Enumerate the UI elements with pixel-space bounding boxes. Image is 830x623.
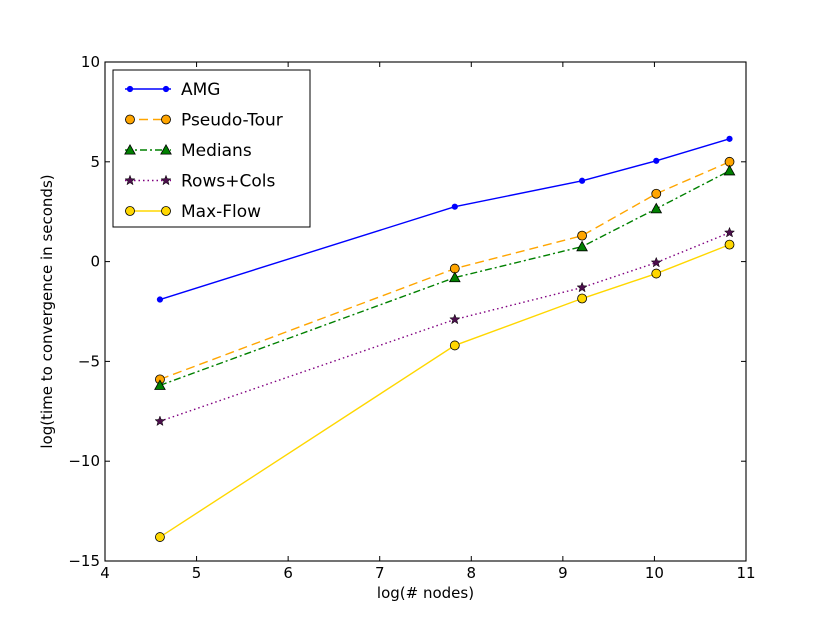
x-tick-label: 7 xyxy=(375,564,385,582)
legend-label-max-flow: Max-Flow xyxy=(181,202,261,222)
y-tick-label: −5 xyxy=(78,352,100,370)
x-tick-label: 10 xyxy=(645,564,664,582)
data-point-amg xyxy=(451,203,458,210)
data-point-amg xyxy=(726,135,733,142)
legend: AMG Pseudo-Tour Medians Rows+Cols Max-Flow xyxy=(112,69,311,228)
x-tick-label: 6 xyxy=(283,564,293,582)
legend-label-pseudo-tour: Pseudo-Tour xyxy=(181,111,283,131)
data-point-pseudo-tour xyxy=(651,188,662,199)
legend-label-amg: AMG xyxy=(181,80,220,100)
legend-marker-max-flow xyxy=(161,206,171,216)
data-point-amg xyxy=(653,157,660,164)
legend-label-medians: Medians xyxy=(181,141,252,161)
y-axis-label: log(time to convergence in seconds) xyxy=(38,174,56,448)
x-tick-label: 9 xyxy=(558,564,568,582)
legend-label-rows-cols: Rows+Cols xyxy=(181,172,275,192)
legend-box xyxy=(112,69,311,228)
legend-marker-rows-cols xyxy=(124,174,136,186)
y-tick-label: 10 xyxy=(81,53,100,71)
series-line-rows-cols xyxy=(159,232,730,422)
x-tick-label: 4 xyxy=(100,564,110,582)
legend-marker-amg xyxy=(126,85,134,93)
data-point-medians xyxy=(154,379,166,390)
series-line-max-flow xyxy=(159,243,730,538)
y-tick-label: 0 xyxy=(90,253,100,271)
legend-marker-pseudo-tour xyxy=(125,114,135,125)
axes: 4 5 6 7 8 9 10 11 −15 −10 −5 0 5 10 xyxy=(68,53,755,582)
data-point-max-flow xyxy=(577,293,587,304)
data-point-medians xyxy=(723,164,736,176)
x-tick-label: 5 xyxy=(192,564,202,582)
data-point-amg xyxy=(156,296,164,303)
plot-frame xyxy=(104,61,747,562)
data-point-rows-cols xyxy=(449,313,461,325)
legend-marker-rows-cols xyxy=(160,174,172,186)
data-point-pseudo-tour xyxy=(577,230,587,241)
legend-marker-pseudo-tour xyxy=(161,114,171,125)
legend-marker-medians xyxy=(160,143,172,155)
legend-marker-medians xyxy=(124,143,136,155)
legend-marker-max-flow xyxy=(125,206,135,216)
data-point-medians xyxy=(576,240,588,252)
data-point-rows-cols xyxy=(723,226,736,238)
plot-area xyxy=(154,135,736,542)
data-point-rows-cols xyxy=(154,415,166,427)
series-line-medians xyxy=(159,170,730,387)
data-point-medians xyxy=(650,202,663,214)
x-tick-label: 11 xyxy=(736,564,755,582)
data-point-max-flow xyxy=(155,532,165,542)
data-point-max-flow xyxy=(449,340,460,351)
x-axis-label: log(# nodes) xyxy=(377,584,474,602)
data-point-max-flow xyxy=(724,239,735,250)
y-tick-label: −10 xyxy=(68,452,100,470)
data-point-rows-cols xyxy=(576,281,588,293)
data-point-amg xyxy=(578,177,586,184)
data-point-rows-cols xyxy=(650,256,662,268)
data-point-medians xyxy=(448,271,461,283)
x-tick-label: 8 xyxy=(467,564,477,582)
y-tick-label: −15 xyxy=(68,552,100,570)
data-point-max-flow xyxy=(651,268,662,279)
y-tick-label: 5 xyxy=(90,153,100,171)
legend-marker-amg xyxy=(162,85,170,93)
